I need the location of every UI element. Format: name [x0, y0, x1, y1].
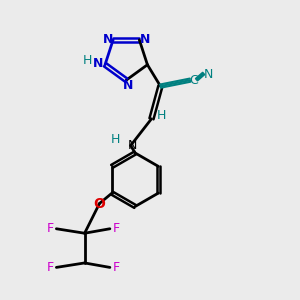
Text: F: F [47, 261, 54, 274]
Text: H: H [157, 109, 167, 122]
Text: N: N [140, 33, 150, 46]
Text: N: N [103, 33, 113, 46]
Text: N: N [122, 79, 133, 92]
Text: C: C [189, 74, 198, 87]
Text: N: N [92, 57, 103, 70]
Text: H: H [111, 133, 121, 146]
Text: H: H [83, 54, 92, 67]
Text: F: F [47, 222, 54, 235]
Text: N: N [204, 68, 213, 81]
Text: N: N [128, 139, 137, 152]
Text: F: F [112, 261, 119, 274]
Text: O: O [93, 196, 105, 211]
Text: F: F [112, 222, 119, 235]
